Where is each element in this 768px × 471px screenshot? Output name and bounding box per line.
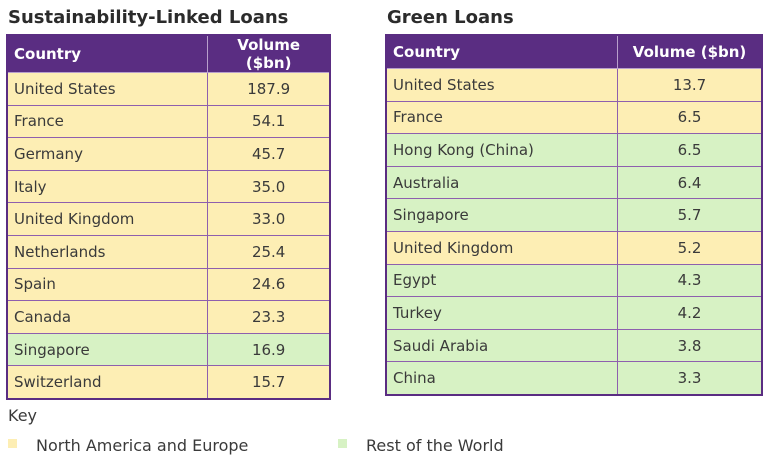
table-row: Australia 6.4 [385,165,763,200]
sustainability-linked-loans-panel: Sustainability-Linked Loans Country Volu… [6,0,331,400]
table-row: Spain 24.6 [6,267,331,302]
table-row: China 3.3 [385,361,763,396]
table-row: France 54.1 [6,104,331,139]
volume-cell: 35.0 [207,169,331,204]
country-cell: Hong Kong (China) [385,133,619,167]
volume-cell: 3.8 [617,328,763,363]
volume-cell: 4.3 [617,263,763,298]
table-row: Netherlands 25.4 [6,234,331,269]
country-cell: Turkey [385,296,619,330]
volume-cell: 4.2 [617,296,763,330]
table-row: Turkey 4.2 [385,296,763,330]
table-row: Hong Kong (China) 6.5 [385,133,763,167]
country-cell: France [385,100,619,135]
table-title: Green Loans [387,7,514,28]
table-row: Egypt 4.3 [385,263,763,298]
column-header-volume: Volume ($bn) [207,34,331,73]
legend-title: Key [8,406,38,425]
table-row: United Kingdom 33.0 [6,202,331,236]
volume-cell: 5.2 [617,230,763,265]
legend-swatch-rest-of-world [338,439,347,448]
table-row: Italy 35.0 [6,169,331,204]
legend-label: North America and Europe [36,436,249,455]
volume-cell: 16.9 [207,332,331,367]
table-header-row: Country Volume ($bn) [385,34,763,69]
volume-cell: 187.9 [207,72,331,106]
country-cell: Egypt [385,263,619,298]
table-row: France 6.5 [385,100,763,135]
volume-cell: 6.4 [617,165,763,200]
country-cell: United States [385,68,619,102]
green-loans-table: Country Volume ($bn) United States 13.7 Fr… [385,34,763,396]
country-cell: Italy [6,169,209,204]
table-row: Singapore 16.9 [6,332,331,367]
volume-cell: 6.5 [617,133,763,167]
volume-cell: 6.5 [617,100,763,135]
volume-cell: 13.7 [617,68,763,102]
table-row: United Kingdom 5.2 [385,230,763,265]
country-cell: Germany [6,137,209,171]
column-header-country: Country [385,34,619,69]
volume-cell: 15.7 [207,365,331,400]
country-cell: Spain [6,267,209,302]
table-row: United States 187.9 [6,72,331,106]
country-cell: China [385,361,619,396]
country-cell: Singapore [6,332,209,367]
country-cell: United Kingdom [385,230,619,265]
sustainability-linked-loans-table: Country Volume ($bn) United States 187.9 F… [6,34,331,400]
table-header-row: Country Volume ($bn) [6,34,331,73]
table-row: Switzerland 15.7 [6,365,331,400]
legend-label: Rest of the World [366,436,504,455]
volume-cell: 45.7 [207,137,331,171]
volume-cell: 33.0 [207,202,331,236]
country-cell: United States [6,72,209,106]
volume-cell: 24.6 [207,267,331,302]
legend-swatch-north-america-europe [8,439,17,448]
country-cell: Saudi Arabia [385,328,619,363]
table-row: Germany 45.7 [6,137,331,171]
country-cell: United Kingdom [6,202,209,236]
volume-cell: 54.1 [207,104,331,139]
country-cell: Canada [6,300,209,334]
legend: Key North America and Europe Rest of the… [8,406,748,466]
green-loans-panel: Green Loans Country Volume ($bn) United … [385,0,763,396]
country-cell: Australia [385,165,619,200]
volume-cell: 3.3 [617,361,763,396]
table-row: United States 13.7 [385,68,763,102]
table-row: Saudi Arabia 3.8 [385,328,763,363]
table-row: Canada 23.3 [6,300,331,334]
legend-item-rest-of-world: Rest of the World [338,436,504,455]
country-cell: Singapore [385,198,619,232]
volume-cell: 25.4 [207,234,331,269]
column-header-volume: Volume ($bn) [617,34,763,69]
country-cell: France [6,104,209,139]
volume-cell: 23.3 [207,300,331,334]
table-row: Singapore 5.7 [385,198,763,232]
volume-cell: 5.7 [617,198,763,232]
legend-item-north-america-europe: North America and Europe [8,436,248,455]
table-title: Sustainability-Linked Loans [8,7,289,28]
column-header-country: Country [6,34,209,73]
country-cell: Switzerland [6,365,209,400]
country-cell: Netherlands [6,234,209,269]
